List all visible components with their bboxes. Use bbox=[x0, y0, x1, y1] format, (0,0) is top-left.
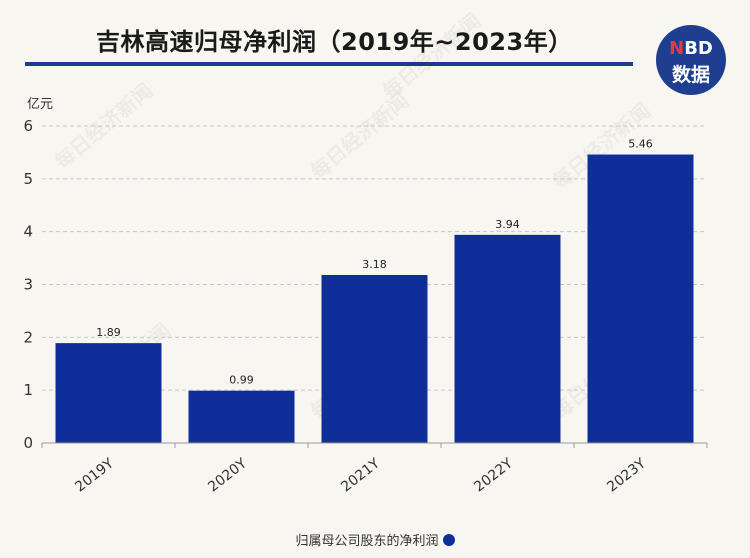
data-label: 5.46 bbox=[628, 138, 653, 151]
watermark-text: 每日经济新闻 bbox=[306, 88, 413, 184]
nbd-logo: NBD 数据 bbox=[656, 25, 726, 95]
x-tick-label: 2019Y bbox=[72, 455, 117, 495]
data-label: 3.94 bbox=[495, 218, 520, 231]
legend-swatch bbox=[442, 534, 455, 546]
x-tick-label: 2023Y bbox=[604, 455, 649, 495]
bar-2019Y bbox=[55, 343, 162, 443]
y-tick-label: 1 bbox=[23, 381, 33, 399]
data-label: 3.18 bbox=[362, 258, 387, 271]
legend: 归属母公司股东的净利润 bbox=[0, 530, 750, 549]
bar-2020Y bbox=[188, 390, 295, 443]
x-tick-label: 2021Y bbox=[338, 455, 383, 495]
y-axis-unit: 亿元 bbox=[27, 97, 54, 112]
x-tick-label: 2020Y bbox=[205, 455, 250, 495]
y-tick-label: 3 bbox=[23, 276, 33, 294]
logo-bd: BD bbox=[684, 38, 713, 59]
logo-n: N bbox=[669, 38, 685, 59]
bar-2023Y bbox=[587, 154, 694, 443]
y-tick-label: 2 bbox=[23, 328, 33, 346]
y-tick-label: 5 bbox=[23, 170, 33, 188]
bar-2021Y bbox=[321, 274, 428, 443]
y-tick-label: 0 bbox=[23, 434, 33, 452]
data-label: 1.89 bbox=[96, 326, 121, 339]
x-tick-label: 2022Y bbox=[471, 455, 516, 495]
bar-2022Y bbox=[454, 234, 561, 443]
y-tick-label: 4 bbox=[23, 223, 33, 241]
data-label: 0.99 bbox=[229, 374, 254, 387]
legend-label: 归属母公司股东的净利润 bbox=[295, 534, 439, 549]
watermark-text: 每日经济新闻 bbox=[378, 8, 485, 104]
chart-title: 吉林高速归母净利润（2019年~2023年） bbox=[96, 28, 573, 56]
logo-label: 数据 bbox=[671, 64, 710, 86]
title-underline bbox=[25, 62, 633, 66]
y-tick-label: 6 bbox=[23, 117, 33, 135]
